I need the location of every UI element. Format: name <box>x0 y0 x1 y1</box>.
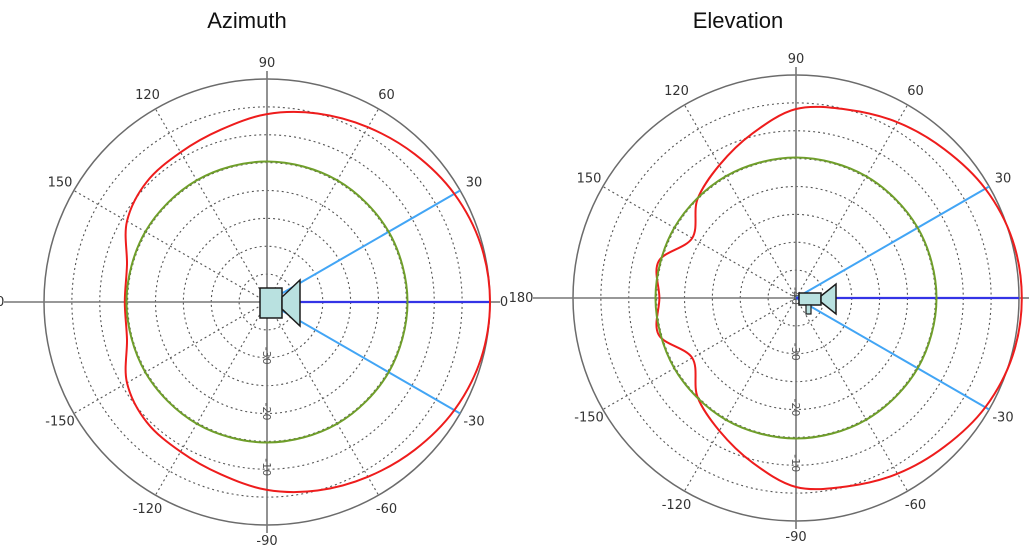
angle-tick-label: -30 <box>992 411 1013 426</box>
angle-tick-label: 120 <box>664 84 689 99</box>
angle-tick-label: 0 <box>500 295 508 310</box>
ring-value-label: -10 <box>789 454 802 472</box>
angle-tick-label: -90 <box>785 530 806 545</box>
angle-tick-label: 90 <box>788 52 805 67</box>
reference-circle <box>654 156 938 440</box>
spoke-line <box>684 104 797 299</box>
reference-circle <box>125 160 409 444</box>
ring-value-label: -20 <box>260 403 273 421</box>
spoke-line <box>795 297 908 492</box>
spoke-line <box>602 186 797 299</box>
angle-tick-label: 150 <box>48 176 73 191</box>
angle-tick-label: -60 <box>376 502 397 517</box>
angle-tick-label: 180 <box>0 295 4 310</box>
angle-tick-label: 180 <box>509 291 534 306</box>
spoke-line <box>795 104 908 299</box>
azimuth-title: Azimuth <box>207 8 287 33</box>
angle-tick-label: -120 <box>662 498 692 513</box>
ring-value-label: -30 <box>260 347 273 365</box>
spoke-line <box>155 108 268 303</box>
speaker-horn <box>281 278 301 328</box>
speaker-icon <box>798 282 837 316</box>
angle-tick-label: -120 <box>133 502 163 517</box>
ring-value-label: -20 <box>789 399 802 417</box>
angle-tick-label: 60 <box>907 84 924 99</box>
spoke-line <box>266 301 379 496</box>
coverage-line <box>795 185 990 299</box>
response-curve <box>655 105 1023 491</box>
ring-value-label: -30 <box>789 343 802 361</box>
angle-tick-label: -150 <box>45 415 75 430</box>
spoke-line <box>684 297 797 492</box>
speaker-horn <box>820 282 837 316</box>
azimuth-panel: Azimuth 90 60 30 0 -30 -60 -90 120 150 180 -150 -12… <box>0 0 514 556</box>
angle-tick-label: 150 <box>577 172 602 187</box>
angle-tick-label: 60 <box>378 88 395 103</box>
speaker-icon <box>259 278 301 328</box>
angle-tick-label: -90 <box>256 534 277 549</box>
spoke-line <box>602 297 797 410</box>
angle-tick-label: 90 <box>259 56 276 71</box>
angle-tick-label: -60 <box>905 498 926 513</box>
angle-tick-label: 30 <box>466 176 483 191</box>
angle-tick-label: 30 <box>995 172 1012 187</box>
response-curve <box>123 110 492 494</box>
speaker-box <box>798 292 822 306</box>
ring-value-label: -10 <box>260 458 273 476</box>
spoke-line <box>73 301 268 414</box>
speaker-stand <box>805 304 812 315</box>
elevation-polar-chart: 9060300-30-60-90120150180-150-120-10-20-… <box>509 52 1029 545</box>
angle-tick-label: -30 <box>463 415 484 430</box>
azimuth-polar-chart: 90 60 30 0 -30 -60 -90 120 150 180 -150 -120 -10 -20 -… <box>0 56 508 549</box>
angle-tick-label: -150 <box>574 411 604 426</box>
spoke-line <box>266 108 379 303</box>
elevation-panel: Elevation 9060300-30-60-90120150180-150-… <box>509 0 1029 556</box>
speaker-box <box>259 287 283 319</box>
angle-tick-label: 120 <box>135 88 160 103</box>
elevation-title: Elevation <box>692 8 784 33</box>
spoke-line <box>73 190 268 303</box>
coverage-line <box>795 297 990 411</box>
spoke-line <box>155 301 268 496</box>
